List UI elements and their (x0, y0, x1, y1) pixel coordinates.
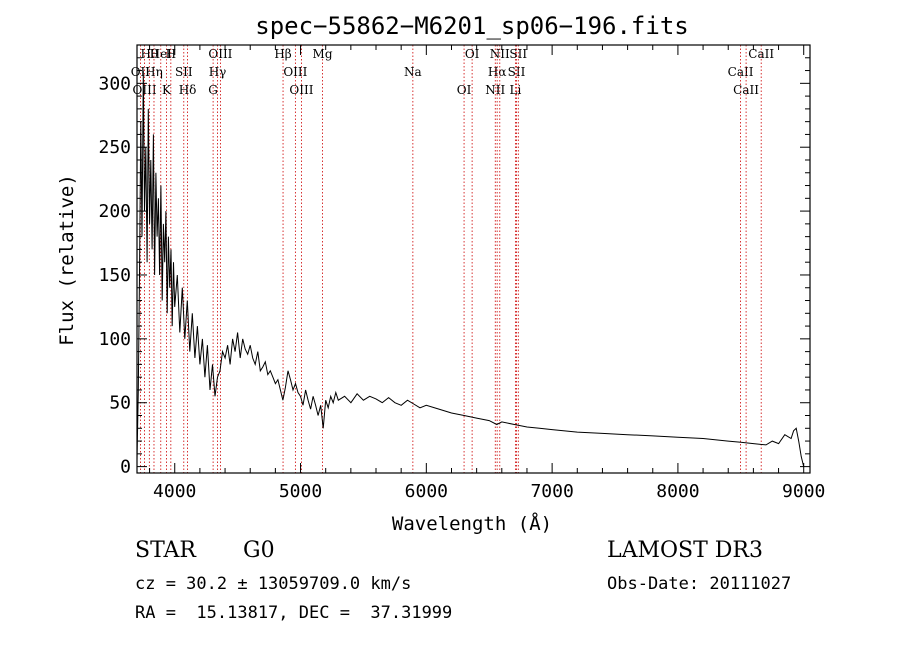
spectral-line-label: SII (508, 65, 526, 79)
spectral-line-label: OIII (133, 83, 157, 97)
spectral-line-label: CaII (728, 65, 754, 79)
survey-name: LAMOST DR3 (607, 538, 763, 563)
y-tick-label: 100 (98, 329, 131, 350)
y-tick-label: 200 (98, 201, 131, 222)
x-tick-label: 5000 (279, 481, 322, 502)
spectrum-series (136, 70, 805, 467)
coordinates-readout: RA = 15.13817, DEC = 37.31999 (135, 603, 453, 623)
x-tick-label: 4000 (153, 481, 196, 502)
redshift-readout: cz = 30.2 ± 13059709.0 km/s (135, 574, 412, 594)
spectral-line-label: NII (490, 47, 510, 61)
spectral-line-label: Hγ (209, 65, 227, 79)
spectral-line-label: Hη (145, 65, 163, 79)
flux-line (136, 70, 805, 467)
spectral-line-label: CaII (733, 83, 759, 97)
spectral-line-label: OIII (289, 83, 313, 97)
object-class: STAR (135, 538, 196, 563)
spectral-line-label: Li (509, 83, 521, 97)
y-tick-label: 50 (109, 393, 131, 414)
chart-title: spec−55862−M6201_sp06−196.fits (255, 12, 688, 40)
spectral-line-label: Mg (313, 47, 333, 61)
observation-date: Obs-Date: 20111027 (607, 574, 792, 594)
spectral-line-label: SII (509, 47, 527, 61)
spectral-line-label: Hδ (179, 83, 197, 97)
x-tick-label: 6000 (405, 481, 448, 502)
spectral-line-label: Hβ (274, 47, 291, 61)
y-tick-label: 300 (98, 73, 131, 94)
spectral-line-label: H (166, 47, 176, 61)
y-tick-label: 0 (120, 457, 131, 478)
y-tick-label: 250 (98, 137, 131, 158)
y-axis-label: Flux (relative) (56, 174, 78, 346)
x-axis-label: Wavelength (Å) (392, 512, 552, 535)
spectral-line-markers: Hθ OII OIII HeI Hη K H SII Hδ OIII Hγ G Hβ OIII OIII Mg… (131, 45, 774, 473)
spectral-line-label: OIII (208, 47, 232, 61)
x-tick-label: 7000 (530, 481, 573, 502)
axis-ticks: 4000 5000 6000 7000 8000 9000 0 50 100 150 200 250 3… (98, 45, 825, 502)
spectral-line-label: G (208, 83, 218, 97)
y-tick-label: 150 (98, 265, 131, 286)
spectral-line-label: NII (485, 83, 505, 97)
spectral-line-label: OI (465, 47, 480, 61)
spectral-line-label: HeI (150, 47, 173, 61)
spectral-line-label: Hθ (140, 47, 158, 61)
spectral-line-label: K (162, 83, 172, 97)
spectral-line-label: OI (457, 83, 472, 97)
spectral-line-label: Hα (488, 65, 507, 79)
spectral-line-label: CaII (748, 47, 774, 61)
object-subclass: G0 (243, 538, 275, 563)
spectral-line-label: SII (175, 65, 193, 79)
x-tick-label: 9000 (782, 481, 825, 502)
spectral-line-label: OIII (283, 65, 307, 79)
x-tick-label: 8000 (656, 481, 699, 502)
plot-frame (136, 44, 811, 474)
spectral-line-label: Na (404, 65, 422, 79)
spectral-line-label: OII (131, 65, 151, 79)
